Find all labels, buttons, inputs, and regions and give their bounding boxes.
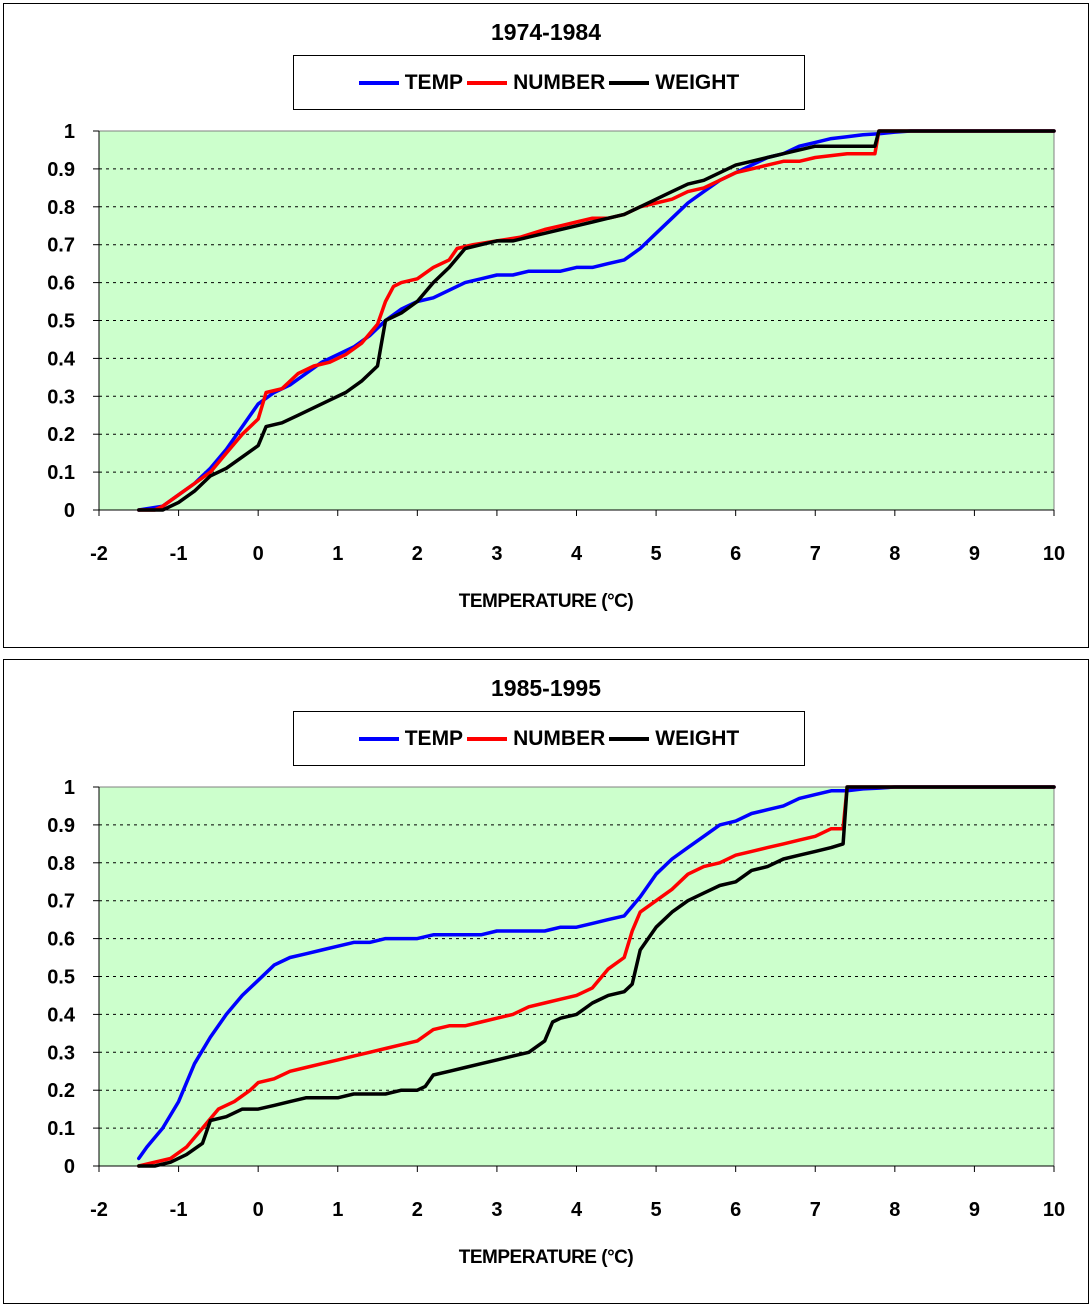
x-tick-label: 8: [889, 543, 900, 565]
chart-panel-1974-1984: 1974-1984 TEMP NUMBER WEIGHT 0 0.1 0.2 0.3 0…: [3, 3, 1089, 648]
y-tick-label: 0.7: [47, 235, 75, 257]
y-tick-label: 0.5: [47, 967, 75, 989]
x-tick-label: 4: [571, 1199, 583, 1221]
x-axis-label: TEMPERATURE (°C): [4, 591, 1088, 613]
y-tick-label: 0.2: [47, 424, 75, 446]
y-tick-label: 0.1: [47, 1118, 75, 1140]
x-tick-label: 10: [1043, 543, 1065, 565]
x-tick-label: 2: [412, 1199, 423, 1221]
x-tick-label: 7: [810, 543, 821, 565]
y-tick-label: 0.4: [47, 348, 76, 370]
x-tick-label: -2: [90, 1199, 108, 1221]
y-tick-label: 0.9: [47, 815, 75, 837]
x-axis-label: TEMPERATURE (°C): [4, 1247, 1088, 1269]
plot-area-svg: 0 0.1 0.2 0.3 0.4 0.5 0.6 0.7 0.8 0.9 1 -2 -1 0 1 2 3 4 5 6…: [4, 4, 1088, 647]
x-tick-label: 5: [651, 1199, 662, 1221]
x-tick-label: 4: [571, 543, 583, 565]
x-tick-label: 0: [253, 1199, 264, 1221]
x-tick-label: 0: [253, 543, 264, 565]
x-tick-label: -1: [170, 543, 188, 565]
x-tick-label: 9: [969, 543, 980, 565]
plot-area-svg: 0 0.1 0.2 0.3 0.4 0.5 0.6 0.7 0.8 0.9 1 -2 -1 0 1 2 3 4 5 6…: [4, 660, 1088, 1303]
y-tick-label: 0.8: [47, 197, 75, 219]
y-tick-label: 0.1: [47, 462, 75, 484]
x-tick-label: 5: [651, 543, 662, 565]
y-tick-label: 0: [64, 500, 75, 522]
x-tick-label: 1: [332, 543, 343, 565]
chart-panel-1985-1995: 1985-1995 TEMP NUMBER WEIGHT 0 0.1 0.2 0.3 0…: [3, 659, 1089, 1304]
x-tick-label: 6: [730, 1199, 741, 1221]
x-tick-label: 2: [412, 543, 423, 565]
x-tick-label: 6: [730, 543, 741, 565]
y-tick-label: 0.3: [47, 386, 75, 408]
y-tick-label: 0.7: [47, 891, 75, 913]
y-tick-label: 0.8: [47, 853, 75, 875]
y-tick-label: 0.4: [47, 1004, 76, 1026]
y-tick-label: 0.9: [47, 159, 75, 181]
y-tick-label: 0.6: [47, 929, 75, 951]
y-tick-label: 0.3: [47, 1042, 75, 1064]
x-tick-label: 10: [1043, 1199, 1065, 1221]
x-tick-label: 9: [969, 1199, 980, 1221]
y-tick-label: 0: [64, 1156, 75, 1178]
x-tick-label: -1: [170, 1199, 188, 1221]
y-tick-label: 0.6: [47, 273, 75, 295]
x-tick-label: -2: [90, 543, 108, 565]
x-tick-label: 3: [491, 543, 502, 565]
y-tick-label: 1: [64, 121, 75, 143]
y-tick-label: 1: [64, 777, 75, 799]
x-tick-label: 7: [810, 1199, 821, 1221]
x-tick-label: 1: [332, 1199, 343, 1221]
y-tick-label: 0.2: [47, 1080, 75, 1102]
x-tick-label: 8: [889, 1199, 900, 1221]
y-tick-label: 0.5: [47, 311, 75, 333]
x-tick-label: 3: [491, 1199, 502, 1221]
